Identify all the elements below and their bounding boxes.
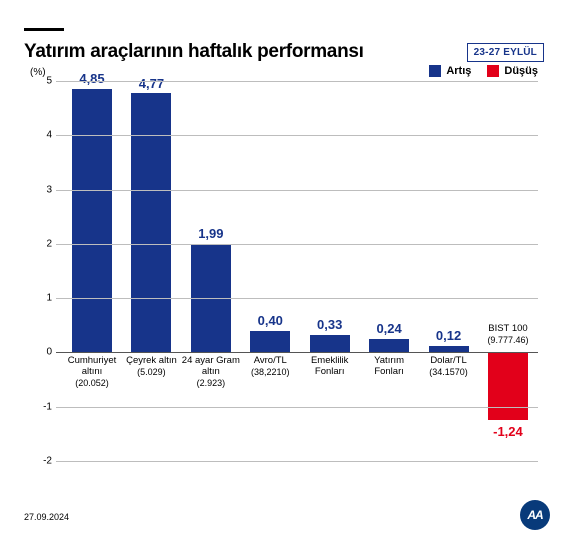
logo: AA <box>520 500 550 530</box>
footer-date: 27.09.2024 <box>24 512 69 522</box>
bar-value-label: 0,40 <box>244 313 296 328</box>
bar <box>429 346 469 353</box>
y-tick-label: 5 <box>32 76 52 87</box>
date-badge: 23-27 EYLÜL <box>467 43 544 62</box>
bar-category-label: Emeklilik Fonları <box>300 356 360 378</box>
gridline <box>56 407 538 408</box>
bar <box>369 339 409 352</box>
bars-group: 4,85Cumhuriyet altını(20.052)4,77Çeyrek … <box>66 81 534 461</box>
gridline <box>56 190 538 191</box>
legend-swatch-increase <box>429 65 441 77</box>
bar <box>72 89 112 352</box>
legend: Artış Düşüş <box>429 65 538 77</box>
bar-category-label: 24 ayar Gram altın(2.923) <box>181 356 241 388</box>
gridline <box>56 298 538 299</box>
top-rule <box>24 28 64 31</box>
bar <box>488 352 528 419</box>
header: Yatırım araçlarının haftalık performansı… <box>24 41 544 63</box>
bar-category-label: Çeyrek altın(5.029) <box>121 356 181 377</box>
bar-category-sublabel: (5.029) <box>121 367 181 377</box>
legend-item-increase: Artış <box>429 65 471 77</box>
bar-column: 0,33Emeklilik Fonları <box>304 81 356 461</box>
y-tick-label: -2 <box>32 456 52 467</box>
gridline <box>56 461 538 462</box>
bar-column: 0,12Dolar/TL(34.1570) <box>423 81 475 461</box>
bar-category-label: Dolar/TL(34.1570) <box>419 356 479 377</box>
y-tick-label: 4 <box>32 130 52 141</box>
bar-category-sublabel: (9.777.46) <box>478 335 538 345</box>
chart-area: (%) Artış Düşüş 4,85Cumhuriyet altını(20… <box>56 81 538 461</box>
bar-column: -1,24BIST 100(9.777.46) <box>482 81 534 461</box>
bar-category-label: BIST 100(9.777.46) <box>478 324 538 345</box>
plot-area: 4,85Cumhuriyet altını(20.052)4,77Çeyrek … <box>56 81 538 461</box>
legend-label-decrease: Düşüş <box>504 65 538 77</box>
bar-category-label: Avro/TL(38,2210) <box>240 356 300 377</box>
y-tick-label: 0 <box>32 347 52 358</box>
bar-category-label: Yatırım Fonları <box>359 356 419 378</box>
bar-value-label: -1,24 <box>482 424 534 439</box>
bar <box>310 335 350 353</box>
bar-value-label: 0,24 <box>363 321 415 336</box>
bar-value-label: 1,99 <box>185 226 237 241</box>
gridline <box>56 81 538 82</box>
bar-column: 1,9924 ayar Gram altın(2.923) <box>185 81 237 461</box>
legend-label-increase: Artış <box>446 65 471 77</box>
y-tick-label: 1 <box>32 293 52 304</box>
bar-column: 4,77Çeyrek altın(5.029) <box>125 81 177 461</box>
y-tick-label: -1 <box>32 401 52 412</box>
chart-container: Yatırım araçlarının haftalık performansı… <box>0 0 568 540</box>
bar-value-label: 0,33 <box>304 317 356 332</box>
bar-column: 4,85Cumhuriyet altını(20.052) <box>66 81 118 461</box>
bar-category-sublabel: (34.1570) <box>419 367 479 377</box>
page-title: Yatırım araçlarının haftalık performansı <box>24 41 364 63</box>
bar-category-sublabel: (2.923) <box>181 378 241 388</box>
gridline <box>56 352 538 353</box>
legend-swatch-decrease <box>487 65 499 77</box>
bar-value-label: 4,77 <box>125 76 177 91</box>
bar <box>250 331 290 353</box>
bar-value-label: 0,12 <box>423 328 475 343</box>
bar-column: 0,24Yatırım Fonları <box>363 81 415 461</box>
legend-item-decrease: Düşüş <box>487 65 538 77</box>
bar-value-label: 4,85 <box>66 71 118 86</box>
bar-column: 0,40Avro/TL(38,2210) <box>244 81 296 461</box>
bar-category-label: Cumhuriyet altını(20.052) <box>62 356 122 388</box>
y-tick-label: 3 <box>32 184 52 195</box>
gridline <box>56 135 538 136</box>
bar <box>131 93 171 352</box>
y-tick-label: 2 <box>32 238 52 249</box>
gridline <box>56 244 538 245</box>
bar-category-sublabel: (20.052) <box>62 378 122 388</box>
logo-text: AA <box>527 508 542 522</box>
bar-category-sublabel: (38,2210) <box>240 367 300 377</box>
